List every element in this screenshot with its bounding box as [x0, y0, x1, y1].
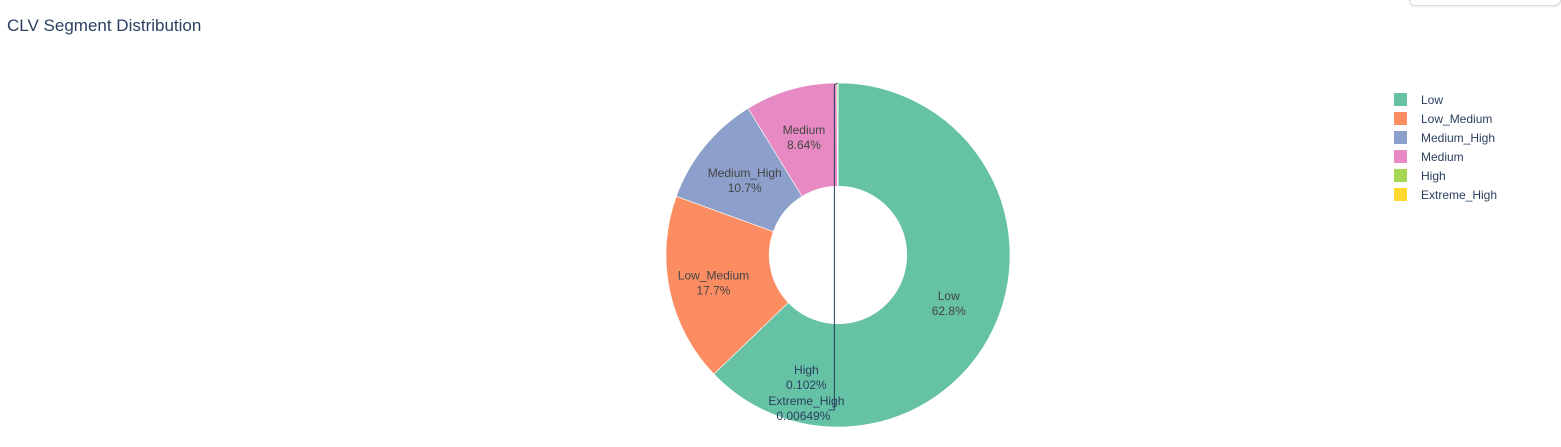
label-medium: Medium	[783, 123, 826, 137]
legend: Low Low_Medium Medium_High Medium High Extrem…	[1394, 90, 1497, 204]
label-extreme-high: Extreme_High	[768, 394, 844, 408]
legend-swatch	[1394, 169, 1407, 182]
legend-label: Extreme_High	[1421, 187, 1498, 202]
value-medium: 8.64%	[787, 138, 821, 152]
label-low-medium: Low_Medium	[678, 268, 749, 282]
legend-item-low[interactable]: Low	[1394, 90, 1497, 109]
label-high: High	[794, 363, 819, 377]
legend-item-high[interactable]: High	[1394, 166, 1497, 185]
legend-item-medium[interactable]: Medium	[1394, 147, 1497, 166]
legend-item-low-medium[interactable]: Low_Medium	[1394, 109, 1497, 128]
value-low-medium: 17.7%	[696, 283, 730, 297]
slices-layer	[665, 82, 1011, 428]
value-high: 0.102%	[786, 378, 827, 392]
slice-low-medium[interactable]	[665, 195, 789, 375]
legend-label: Medium_High	[1421, 130, 1496, 145]
value-medium-high: 10.7%	[728, 181, 762, 195]
legend-swatch	[1394, 93, 1407, 106]
legend-swatch	[1394, 131, 1407, 144]
legend-item-medium-high[interactable]: Medium_High	[1394, 128, 1497, 147]
value-low: 62.8%	[932, 304, 966, 318]
legend-label: Low_Medium	[1421, 111, 1493, 126]
legend-swatch	[1394, 188, 1407, 201]
legend-label: Medium	[1421, 149, 1464, 164]
label-medium-high: Medium_High	[708, 166, 782, 180]
slice-low[interactable]	[713, 82, 1011, 428]
legend-swatch	[1394, 112, 1407, 125]
legend-label: High	[1421, 168, 1446, 183]
legend-swatch	[1394, 150, 1407, 163]
chart-title: CLV Segment Distribution	[7, 16, 202, 35]
legend-item-extreme-high[interactable]: Extreme_High	[1394, 185, 1497, 204]
leader-line	[828, 82, 838, 411]
label-low: Low	[938, 289, 960, 303]
legend-label: Low	[1421, 92, 1444, 107]
value-extreme-high: 0.00649%	[776, 409, 830, 423]
